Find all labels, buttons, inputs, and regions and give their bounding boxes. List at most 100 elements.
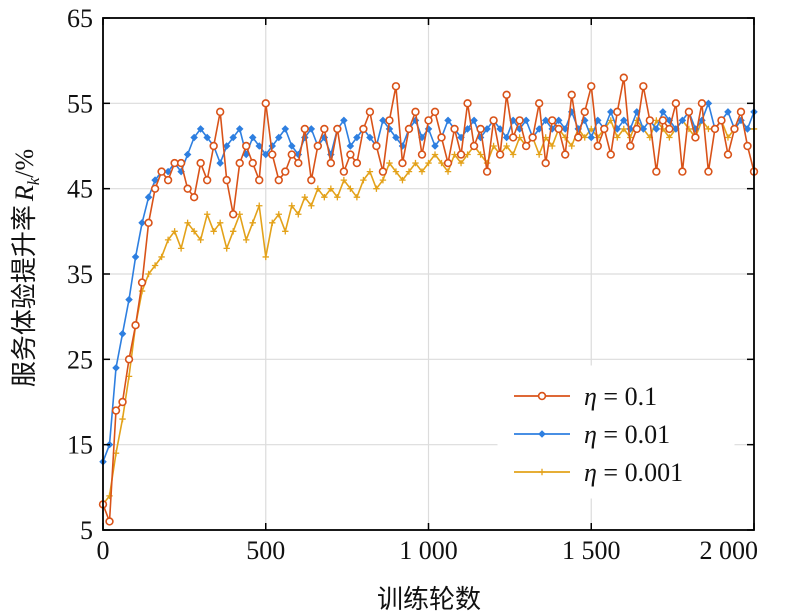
x-tick-label: 2 000 [700, 536, 759, 565]
data-point [607, 108, 615, 116]
data-point [405, 168, 413, 175]
data-point [183, 184, 192, 193]
data-point [502, 90, 511, 100]
data-point [190, 133, 198, 142]
data-point [347, 185, 354, 192]
data-point [346, 142, 355, 150]
data-point [665, 124, 674, 134]
data-point [574, 133, 583, 142]
data-point [196, 158, 205, 168]
y-tick-label: 5 [80, 516, 93, 545]
data-point [176, 158, 186, 168]
data-point [112, 364, 120, 372]
data-point [678, 116, 687, 125]
y-axis-title: 服务体验提升率 Rk/% [10, 149, 43, 387]
data-point [307, 175, 316, 185]
grid [103, 18, 754, 530]
data-point [360, 176, 367, 184]
data-point [249, 219, 256, 226]
data-point [372, 141, 381, 151]
data-point [620, 125, 627, 133]
data-point [477, 151, 484, 158]
data-point [235, 158, 244, 168]
data-point [451, 151, 458, 158]
data-point [554, 116, 563, 125]
data-point [483, 159, 491, 167]
data-point [710, 124, 720, 134]
legend-swatch-marker [538, 430, 546, 438]
data-point [593, 141, 602, 151]
data-point [391, 82, 401, 91]
data-point [242, 141, 251, 151]
data-point [196, 125, 205, 133]
data-point [137, 278, 147, 287]
data-point [144, 218, 153, 228]
data-point [373, 185, 380, 192]
data-point [490, 142, 497, 150]
data-point [528, 133, 537, 142]
data-point [450, 124, 459, 134]
data-point [633, 117, 641, 124]
data-point [723, 150, 733, 159]
data-point [197, 236, 204, 244]
data-point [704, 99, 713, 108]
data-point [392, 133, 400, 142]
data-point [124, 355, 134, 364]
data-point [346, 150, 355, 159]
data-point [619, 73, 628, 82]
data-point [314, 185, 322, 192]
data-point [366, 168, 374, 175]
data-point [671, 99, 681, 108]
data-point [541, 116, 550, 125]
data-point [210, 228, 217, 235]
data-point [229, 210, 238, 219]
data-point [541, 158, 550, 168]
y-axis-title-symbol: R [10, 185, 39, 202]
data-point [190, 228, 198, 235]
series-group [98, 73, 759, 526]
data-point [215, 107, 225, 117]
data-point [535, 151, 543, 158]
data-point [587, 133, 596, 142]
data-point [534, 99, 544, 108]
data-point [457, 159, 465, 167]
data-point [339, 167, 349, 176]
legend-item: η = 0.001 [514, 458, 683, 487]
data-point [730, 124, 739, 134]
y-tick-label: 55 [67, 89, 93, 118]
data-point [202, 175, 212, 185]
data-point [287, 150, 296, 159]
legend-label-symbol: η [584, 458, 597, 487]
x-tick-label: 1 500 [562, 536, 621, 565]
y-tick-label: 25 [67, 345, 93, 374]
data-point [151, 176, 159, 184]
data-point [281, 167, 290, 176]
y-tick-label: 15 [67, 431, 93, 460]
data-point [614, 134, 621, 141]
data-point [334, 194, 341, 201]
data-point [411, 107, 420, 117]
data-point [489, 116, 498, 125]
legend-label-value: = 0.001 [597, 458, 683, 487]
data-point [157, 167, 166, 176]
data-point [183, 150, 192, 159]
data-point [366, 133, 374, 142]
data-point [261, 99, 270, 108]
data-point [659, 108, 667, 116]
data-point [189, 193, 199, 202]
data-point [151, 262, 159, 269]
data-point [412, 159, 419, 167]
data-point [222, 142, 231, 150]
data-point [268, 150, 277, 159]
data-point [417, 150, 427, 159]
data-point [645, 116, 655, 125]
data-point [424, 116, 433, 125]
data-point [365, 107, 375, 117]
data-point [404, 124, 414, 134]
data-point [705, 125, 712, 133]
data-point [216, 219, 224, 226]
x-axis-title: 训练轮数 [377, 585, 481, 615]
data-point [482, 167, 492, 176]
data-point [567, 90, 576, 100]
